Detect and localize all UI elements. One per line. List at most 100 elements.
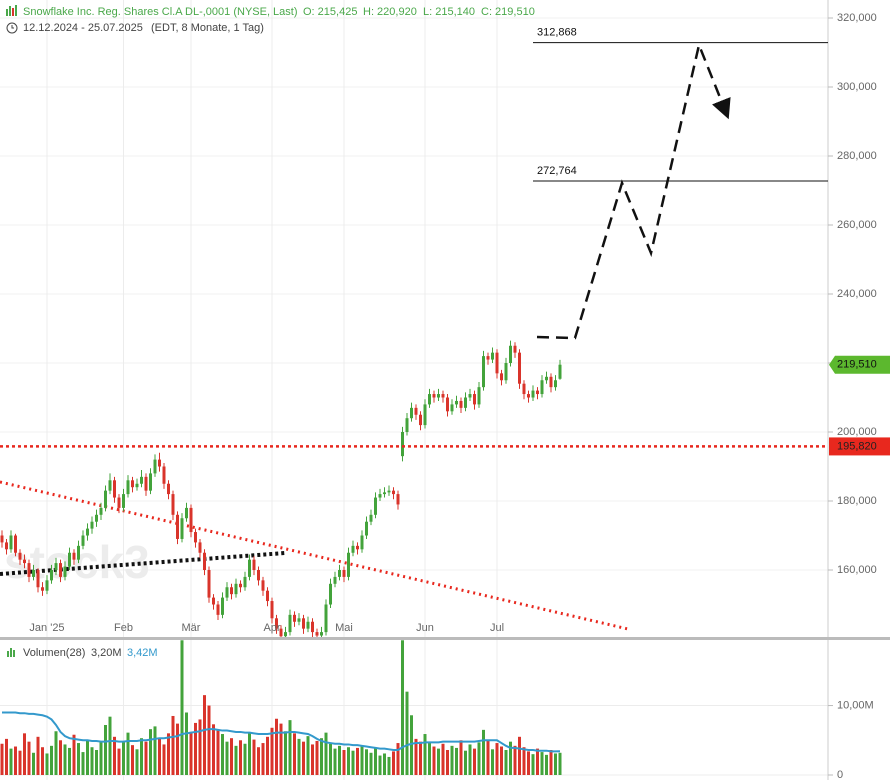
candle-body xyxy=(383,492,386,495)
candle-body xyxy=(360,535,364,550)
candle-body xyxy=(18,552,22,560)
volume-bar xyxy=(90,747,94,775)
candle-body xyxy=(50,570,53,581)
volume-bar xyxy=(374,747,377,775)
volume-bar xyxy=(401,640,404,775)
volume-bar xyxy=(396,743,400,775)
candle-body xyxy=(297,618,301,622)
volume-bar xyxy=(158,738,161,775)
volume-bar xyxy=(54,731,58,775)
clock-icon xyxy=(11,25,14,29)
volume-bar xyxy=(455,747,458,775)
icon xyxy=(9,6,11,16)
volume-bar xyxy=(5,738,8,775)
candle-body xyxy=(401,432,404,457)
candle-body xyxy=(117,497,121,508)
volume-bar xyxy=(306,736,310,775)
volume-bar xyxy=(113,736,116,775)
y-tick-label: 320,000 xyxy=(837,12,877,24)
candle-body xyxy=(149,473,152,491)
volume-bar xyxy=(77,743,80,775)
candle-body xyxy=(522,383,526,395)
candle-body xyxy=(302,618,305,629)
candle-body xyxy=(135,483,139,488)
candle-body xyxy=(549,376,553,388)
volume-bar xyxy=(14,746,17,775)
icon xyxy=(7,651,9,657)
x-tick-label: Feb xyxy=(114,622,133,634)
candle-body xyxy=(531,390,535,398)
volume-bar xyxy=(446,750,449,775)
volume-bar xyxy=(410,715,413,775)
volume-bar xyxy=(500,746,503,775)
icon xyxy=(15,5,17,16)
volume-bar xyxy=(504,750,508,775)
price-pane xyxy=(0,340,629,637)
header: Snowflake Inc. Reg. Shares Cl.A DL-,0001… xyxy=(6,5,535,34)
volume-bar xyxy=(126,732,130,775)
volume-ma-line xyxy=(2,711,561,753)
candle-body xyxy=(513,345,517,353)
volume-bar xyxy=(176,723,179,775)
candle-body xyxy=(243,576,247,588)
candle-body xyxy=(212,597,215,605)
volume-bar xyxy=(41,747,44,775)
volume-bar xyxy=(383,753,386,775)
volume-bar xyxy=(266,736,269,775)
volume-bar xyxy=(392,751,395,775)
candle-body xyxy=(369,514,373,522)
instrument-title: Snowflake Inc. Reg. Shares Cl.A DL-,0001… xyxy=(23,6,298,18)
candle-body xyxy=(428,394,431,405)
x-tick-label: Jul xyxy=(490,622,504,634)
volume-bar xyxy=(216,730,220,775)
candle-body xyxy=(410,407,413,419)
volume-ma-current: 3,42M xyxy=(127,647,158,659)
volume-bar xyxy=(486,740,490,775)
x-tick-label: Jan '25 xyxy=(29,622,64,634)
volume-bar xyxy=(468,744,472,775)
volume-bar xyxy=(428,743,431,775)
volume-bar xyxy=(104,725,107,775)
volume-header: Volumen(28) 3,20M 3,42M xyxy=(7,647,158,659)
candle-body xyxy=(225,587,229,598)
candle-body xyxy=(468,394,472,398)
target-label: 312,868 xyxy=(537,27,577,39)
high: H: 220,920 xyxy=(363,6,417,18)
candle-body xyxy=(500,373,503,381)
volume-bar xyxy=(509,741,512,775)
y-tick-label: 200,000 xyxy=(837,426,877,438)
candle-body xyxy=(491,352,494,360)
volume-bar xyxy=(405,691,409,775)
volume-bar xyxy=(221,734,224,775)
candle-body xyxy=(63,566,67,577)
candle-body xyxy=(342,570,346,577)
candle-body xyxy=(54,563,58,571)
icon xyxy=(12,8,14,16)
candle-body xyxy=(306,621,310,629)
volume-bar xyxy=(297,738,301,775)
volume-bar xyxy=(99,740,103,775)
y-tick-label: 180,000 xyxy=(837,495,877,507)
volume-bar xyxy=(257,747,260,775)
volume-bar xyxy=(302,741,305,775)
candle-body xyxy=(144,476,148,491)
volume-bar xyxy=(540,752,544,775)
x-tick-label: Jun xyxy=(416,622,434,634)
volume-bar xyxy=(180,640,184,775)
x-tick-label: Mai xyxy=(335,622,353,634)
candle-body xyxy=(99,507,103,515)
candle-body xyxy=(459,400,463,408)
y-tick-label: 0 xyxy=(837,769,843,780)
volume-bar xyxy=(329,743,332,775)
volume-bar xyxy=(72,734,76,775)
volume-bar xyxy=(131,745,134,775)
volume-bar xyxy=(275,718,278,775)
volume-bar xyxy=(545,754,548,775)
candle-body xyxy=(126,480,130,495)
volume-current: 3,20M xyxy=(91,647,122,659)
candle-body xyxy=(59,563,62,577)
candle-body xyxy=(315,632,319,636)
candle-body xyxy=(104,490,107,508)
volume-bar xyxy=(18,750,22,775)
volume-bar xyxy=(432,746,436,775)
